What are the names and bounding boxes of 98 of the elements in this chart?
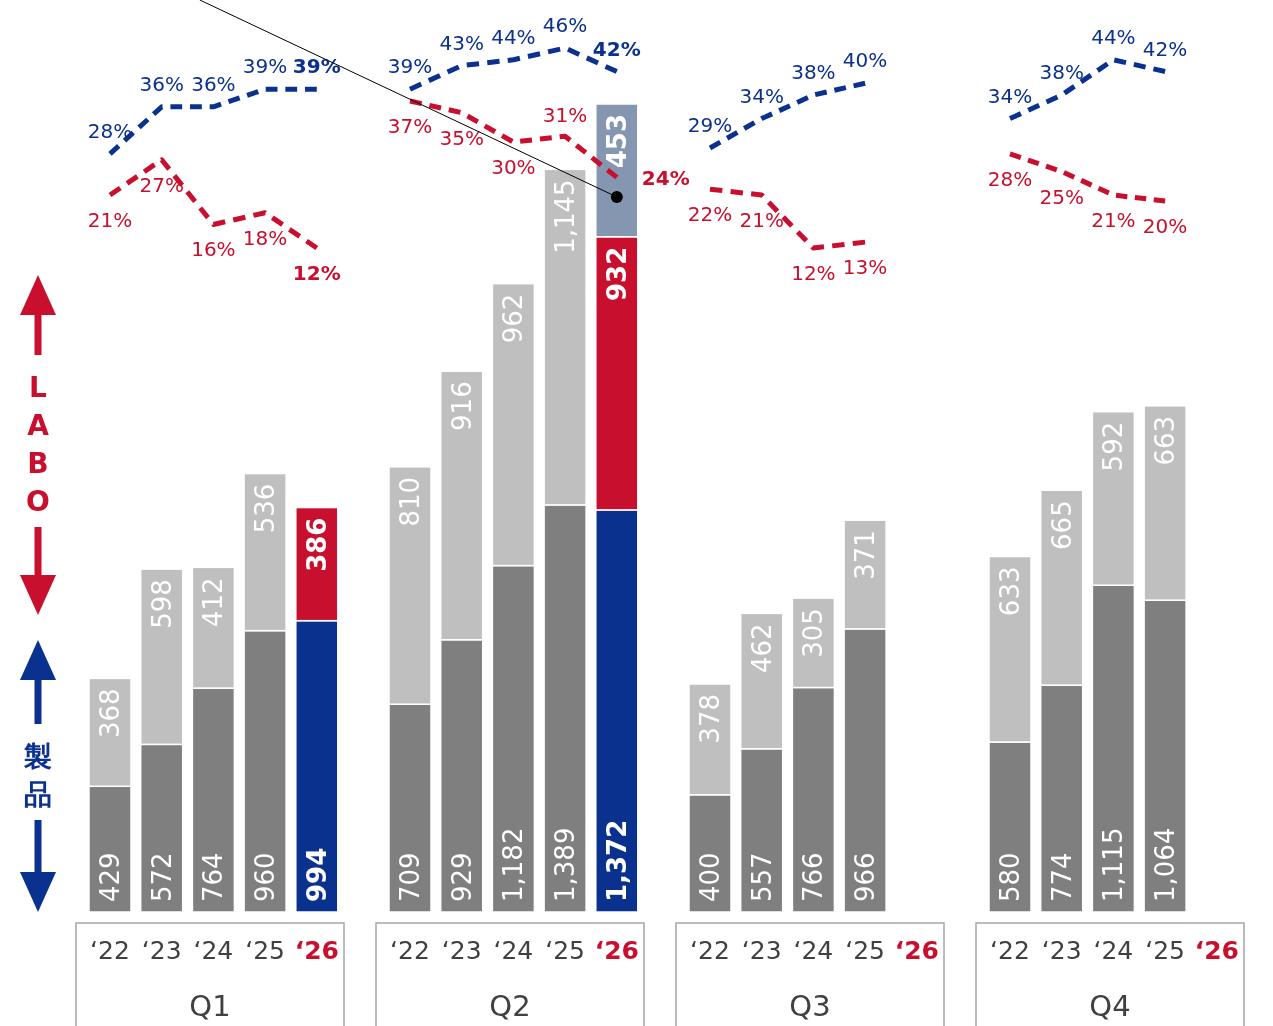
data-label: 29% [687, 113, 733, 137]
data-label: 572 [146, 852, 177, 902]
data-label: 663 [1150, 415, 1181, 466]
x-tick-label: ‘22 [690, 936, 730, 965]
data-label: 42% [592, 36, 641, 61]
data-label: 412 [198, 577, 229, 627]
data-label: 916 [446, 381, 477, 431]
x-axis-title: Q4 [1089, 989, 1131, 1023]
data-label: 962 [498, 293, 529, 344]
data-label: 39% [242, 54, 288, 79]
data-label: 453 [601, 114, 632, 169]
data-label: 592 [1098, 421, 1129, 472]
legend-label: LABO [26, 371, 50, 518]
data-label: 38% [791, 60, 836, 85]
data-label: 34% [987, 83, 1033, 108]
data-label: 1,064 [1150, 827, 1181, 902]
data-label: 400 [695, 852, 725, 902]
x-tick-label: ‘24 [493, 936, 534, 965]
data-label: 28% [987, 166, 1033, 191]
data-label: 929 [446, 852, 477, 902]
data-label: 1,115 [1098, 827, 1129, 902]
data-label: 598 [146, 579, 177, 629]
data-label: 462 [746, 623, 777, 673]
x-tick-label: ‘24 [793, 936, 834, 965]
x-tick-label: ‘24 [193, 936, 234, 965]
data-label: 429 [95, 852, 125, 902]
data-label: 25% [1039, 184, 1084, 209]
data-label: 764 [198, 852, 229, 902]
data-label: 24% [641, 166, 690, 191]
x-tick-label: ‘24 [1093, 936, 1134, 965]
data-label: 810 [395, 476, 425, 527]
data-label: 27% [139, 172, 184, 197]
x-tick-label: ‘25 [245, 936, 285, 965]
data-label: 966 [850, 852, 881, 902]
data-label: 371 [850, 530, 881, 580]
data-label: 580 [995, 852, 1025, 902]
data-label: 960 [250, 852, 281, 902]
data-label: 39% [292, 54, 341, 79]
data-label: 12% [292, 261, 341, 285]
data-label: 994 [301, 847, 332, 902]
data-label: 40% [842, 48, 888, 73]
data-label: 39% [387, 54, 433, 79]
x-tick-label: ‘23 [141, 936, 182, 965]
data-label: 37% [387, 113, 433, 138]
x-tick-label: ‘22 [90, 936, 130, 965]
data-label: 31% [542, 103, 588, 128]
data-label: 1,389 [550, 827, 581, 902]
data-label: 21% [739, 208, 784, 233]
x-tick-label: ‘22 [390, 936, 430, 965]
data-label: 22% [687, 202, 733, 227]
data-label: 36% [139, 71, 184, 96]
x-tick-label: ‘26 [594, 936, 639, 965]
data-label: 43% [439, 30, 484, 55]
data-label: 557 [746, 852, 777, 902]
data-label: 20% [1142, 213, 1188, 238]
data-label: 13% [842, 255, 888, 280]
legend-label: 製品 [23, 740, 52, 811]
x-axis-title: Q2 [489, 989, 531, 1023]
data-label: 35% [439, 125, 484, 150]
x-tick-label: ‘26 [894, 936, 939, 965]
data-label: 1,182 [498, 827, 529, 902]
data-label: 38% [1039, 60, 1084, 85]
data-label: 774 [1046, 852, 1077, 902]
data-label: 932 [601, 246, 632, 302]
data-label: 16% [191, 237, 236, 262]
data-label: 21% [1091, 208, 1136, 233]
data-label: 30% [491, 155, 536, 180]
data-label: 12% [791, 261, 836, 285]
data-label: 386 [301, 517, 332, 572]
data-label: 18% [242, 225, 288, 250]
data-label: 368 [95, 688, 125, 739]
data-label: 21% [87, 208, 133, 233]
data-label: 44% [1091, 24, 1136, 49]
data-label: 1,145 [550, 179, 581, 254]
x-tick-label: ‘23 [1041, 936, 1082, 965]
x-tick-label: ‘22 [990, 936, 1030, 965]
x-tick-label: ‘25 [545, 936, 585, 965]
data-label: 709 [395, 852, 425, 902]
data-label: 536 [250, 483, 281, 534]
x-tick-label: ‘25 [845, 936, 885, 965]
x-tick-label: ‘26 [1194, 936, 1239, 965]
x-tick-label: ‘26 [294, 936, 339, 965]
data-label: 766 [798, 852, 829, 902]
x-axis-title: Q3 [789, 989, 831, 1023]
x-axis-title: Q1 [189, 989, 231, 1023]
data-label: 42% [1142, 36, 1188, 61]
data-label: 1,372 [601, 819, 632, 902]
x-tick-label: ‘25 [1145, 936, 1185, 965]
data-label: 665 [1046, 500, 1077, 550]
data-label: 44% [491, 24, 536, 49]
data-label: 378 [695, 693, 725, 744]
data-label: 305 [798, 608, 829, 658]
data-label: 36% [191, 71, 236, 96]
data-label: 633 [995, 566, 1025, 617]
x-tick-label: ‘23 [441, 936, 482, 965]
data-label: 46% [542, 13, 588, 37]
x-tick-label: ‘23 [741, 936, 782, 965]
data-label: 34% [739, 83, 784, 108]
